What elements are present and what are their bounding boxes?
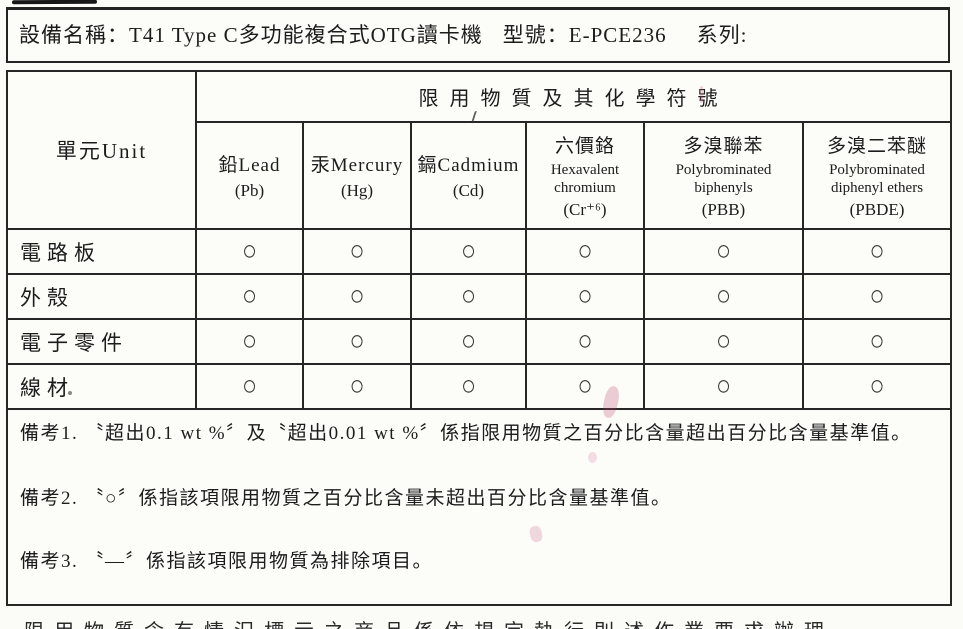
column-header-pbb: 多溴聯苯 Polybrominated biphenyls (PBB) — [643, 121, 804, 230]
substance-mark-cell: ○ — [801, 228, 953, 275]
substance-mark-cell: ○ — [410, 228, 527, 275]
circle-mark: ○ — [460, 370, 477, 403]
circle-mark: ○ — [869, 370, 885, 403]
circle-mark: ○ — [241, 280, 258, 313]
circle-mark: ○ — [869, 280, 885, 313]
substance-symbol: (Cd) — [452, 181, 485, 200]
circle-mark: ○ — [869, 325, 885, 358]
substance-mark-cell: ○ — [195, 273, 304, 320]
table-row-electronic-parts: 電子零件 ○ ○ ○ ○ ○ ○ — [6, 318, 953, 365]
unit-name: 外殼 — [6, 273, 197, 320]
note-1: 備考1. 〝超出0.1 wt %〞及〝超出0.01 wt %〞係指限用物質之百分… — [20, 423, 912, 444]
substance-name: 鉛Lead — [218, 155, 281, 176]
circle-mark: ○ — [349, 235, 365, 268]
model-value: E-PCE236 — [568, 23, 667, 47]
substance-mark-cell: ○ — [302, 273, 412, 320]
unit-header-cell: 單元Unit — [6, 70, 197, 230]
substance-mark-cell: ○ — [801, 273, 953, 320]
substance-mark-cell: ○ — [801, 363, 953, 410]
substance-symbol: (Cr⁺⁶) — [563, 200, 607, 220]
substance-name-en: Hexavalent chromium — [550, 161, 620, 196]
circle-mark: ○ — [349, 325, 365, 358]
circle-mark: ○ — [241, 370, 258, 403]
substance-name-en: Polybrominated diphenyl ethers — [829, 161, 925, 196]
series-label: 系列: — [696, 23, 748, 47]
substance-mark-cell: ○ — [195, 228, 304, 275]
substance-symbol: (Hg) — [340, 181, 374, 200]
substance-symbol: (PBB) — [701, 200, 746, 220]
substance-name: 多溴聯苯 — [683, 135, 764, 157]
circle-mark: ○ — [241, 235, 258, 268]
note-2: 備考2. 〝○〞係指該項限用物質之百分比含量未超出百分比含量基準值。 — [20, 488, 672, 509]
equipment-name-label: 設備名稱： — [19, 23, 129, 47]
group-header-cell: 限用物質及其化學符號 — [194, 70, 953, 123]
table-row-wires: 線材 ○ ○ ○ ○ ○ ○ — [6, 363, 953, 410]
substance-name: 鎘Cadmium — [417, 155, 520, 176]
circle-mark: ○ — [577, 280, 593, 313]
column-header-pbde: 多溴二苯醚 Polybrominated diphenyl ethers (PB… — [801, 121, 953, 230]
substance-mark-cell: ○ — [525, 273, 645, 320]
model-label: 型號： — [502, 23, 569, 47]
unit-name: 電路板 — [6, 228, 197, 275]
clipped-text-line: 限用物質含有情況標示之商品係依規定執行則述作業要求辦理 — [24, 621, 936, 629]
note-3: 備考3. 〝—〞係指該項限用物質為排除項目。 — [20, 551, 434, 572]
substance-symbol: (Pb) — [234, 181, 265, 200]
substance-mark-cell: ○ — [195, 363, 304, 410]
substance-name-en: Polybrominated biphenyls — [675, 161, 772, 196]
substance-mark-cell: ○ — [525, 228, 645, 275]
substance-name: 多溴二苯醚 — [827, 135, 928, 157]
substance-name: 六價鉻 — [554, 135, 615, 157]
equipment-info-box: 設備名稱：T41 Type C多功能複合式OTG讀卡機 型號：E-PCE236 系列… — [6, 7, 950, 63]
circle-mark: ○ — [577, 235, 593, 268]
substance-mark-cell: ○ — [302, 318, 412, 365]
circle-mark: ○ — [869, 235, 885, 268]
circle-mark: ○ — [349, 280, 365, 313]
circle-mark: ○ — [241, 325, 258, 358]
restricted-substances-table: 單元Unit 限用物質及其化學符號 鉛Lead (Pb) 汞Mercury (H… — [5, 70, 953, 606]
column-header-cadmium: 鎘Cadmium (Cd) — [410, 121, 527, 230]
notes-cell: 備考1. 〝超出0.1 wt %〞及〝超出0.01 wt %〞係指限用物質之百分… — [5, 408, 953, 606]
scan-smudge-artifact — [11, 0, 98, 5]
substance-mark-cell: ○ — [302, 363, 412, 410]
circle-mark: ○ — [460, 325, 477, 358]
circle-mark: ○ — [460, 235, 477, 268]
substance-mark-cell: ○ — [525, 363, 645, 410]
circle-mark: ○ — [349, 370, 365, 403]
substance-mark-cell: ○ — [410, 273, 527, 320]
substance-mark-cell: ○ — [410, 318, 527, 365]
circle-mark: ○ — [715, 370, 732, 403]
circle-mark: ○ — [577, 370, 593, 403]
unit-name: 線材 — [6, 363, 197, 410]
column-header-lead: 鉛Lead (Pb) — [195, 121, 304, 230]
substance-header-row: 鉛Lead (Pb) 汞Mercury (Hg) 鎘Cadmium (Cd) 六… — [7, 121, 953, 230]
substance-mark-cell: ○ — [643, 228, 804, 275]
column-header-mercury: 汞Mercury (Hg) — [302, 121, 412, 230]
equipment-name-value: T41 Type C多功能複合式OTG讀卡機 — [129, 23, 483, 47]
substance-mark-cell: ○ — [302, 228, 412, 275]
substance-symbol: (PBDE) — [849, 200, 905, 220]
table-row-circuit-board: 電路板 ○ ○ ○ ○ ○ ○ — [6, 228, 953, 275]
substance-mark-cell: ○ — [195, 318, 304, 365]
column-header-hexavalent-chromium: 六價鉻 Hexavalent chromium (Cr⁺⁶) — [525, 121, 645, 230]
substance-mark-cell: ○ — [801, 318, 953, 365]
circle-mark: ○ — [577, 325, 593, 358]
circle-mark: ○ — [715, 325, 732, 358]
circle-mark: ○ — [715, 280, 732, 313]
table-row-casing: 外殼 ○ ○ ○ ○ ○ ○ — [6, 273, 953, 320]
unit-name: 電子零件 — [6, 318, 197, 365]
substance-mark-cell: ○ — [410, 363, 527, 410]
substance-mark-cell: ○ — [643, 363, 804, 410]
circle-mark: ○ — [460, 280, 477, 313]
circle-mark: ○ — [715, 235, 732, 268]
substance-mark-cell: ○ — [525, 318, 645, 365]
substance-name: 汞Mercury — [310, 155, 404, 176]
substance-mark-cell: ○ — [643, 273, 804, 320]
substance-mark-cell: ○ — [643, 318, 804, 365]
